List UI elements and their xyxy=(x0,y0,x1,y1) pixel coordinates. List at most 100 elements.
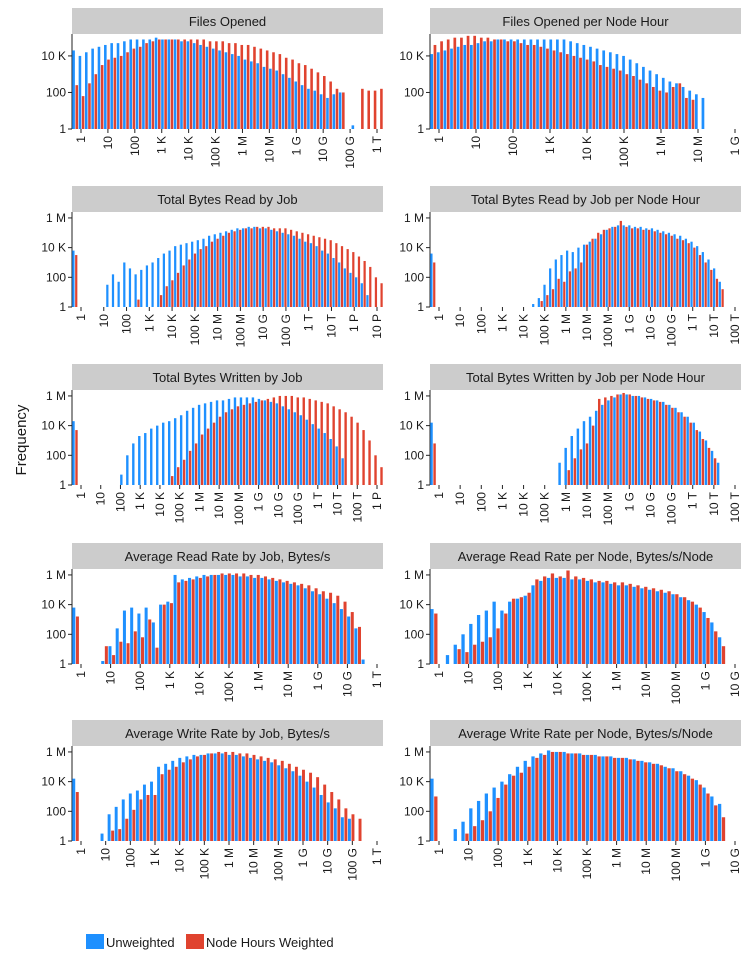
bar-weighted xyxy=(433,443,436,485)
bar-weighted xyxy=(215,41,218,129)
bar-weighted xyxy=(480,820,485,841)
bar-weighted xyxy=(153,794,157,841)
bar-weighted xyxy=(506,41,510,129)
bar-unweighted xyxy=(560,255,563,307)
bar-weighted xyxy=(608,228,611,307)
bar-unweighted xyxy=(503,39,506,129)
bar-weighted xyxy=(651,86,655,129)
bar-unweighted xyxy=(543,284,546,307)
x-tick-label: 10 G xyxy=(340,671,354,697)
y-tick-label: 100 xyxy=(46,448,66,462)
bar-weighted xyxy=(227,43,231,130)
bar-unweighted xyxy=(243,59,247,130)
bar-unweighted xyxy=(558,462,561,485)
x-tick-label: 100 K xyxy=(222,671,236,702)
bar-unweighted xyxy=(690,241,693,307)
bar-unweighted xyxy=(679,235,682,307)
bar-unweighted xyxy=(287,409,290,485)
bar-weighted xyxy=(157,39,161,129)
bar-unweighted xyxy=(684,238,687,307)
x-tick-label: 1 G xyxy=(252,492,266,511)
bar-unweighted xyxy=(616,585,621,664)
bar-unweighted xyxy=(267,579,271,664)
bar-weighted xyxy=(227,573,231,664)
bar-unweighted xyxy=(227,398,231,485)
x-tick-label: 1 M xyxy=(559,314,573,334)
bar-unweighted xyxy=(114,806,118,841)
bar-weighted xyxy=(193,253,197,307)
panel-title-strip xyxy=(430,8,741,34)
bar-unweighted xyxy=(671,768,675,841)
bar-weighted xyxy=(212,422,216,485)
bar-weighted xyxy=(301,232,304,307)
bar-unweighted xyxy=(341,458,344,485)
bar-weighted xyxy=(473,35,477,130)
y-tick-label: 10 K xyxy=(399,241,424,255)
bar-unweighted xyxy=(185,756,189,841)
bar-weighted xyxy=(591,425,595,485)
bar-weighted xyxy=(589,754,593,841)
bar-weighted xyxy=(217,751,221,841)
bar-unweighted xyxy=(288,77,291,129)
bar-unweighted xyxy=(655,591,660,664)
bar-weighted xyxy=(496,797,500,841)
panel-title-strip xyxy=(430,543,741,569)
bar-weighted xyxy=(133,631,137,664)
bar-weighted xyxy=(256,574,260,664)
bar-weighted xyxy=(312,235,315,307)
bar-unweighted xyxy=(461,634,465,664)
bar-weighted xyxy=(645,83,649,129)
x-tick-label: 10 xyxy=(453,492,467,506)
x-tick-label: 100 K xyxy=(188,314,202,345)
y-tick-label: 100 xyxy=(46,270,66,284)
bar-weighted xyxy=(290,395,293,485)
bar-weighted xyxy=(721,817,726,841)
bar-unweighted xyxy=(216,574,220,664)
x-tick-label: 1 G xyxy=(698,848,712,867)
bar-weighted xyxy=(126,52,129,130)
bar-unweighted xyxy=(332,258,335,307)
bar-weighted xyxy=(698,607,702,664)
x-tick-label: 100 M xyxy=(601,492,615,525)
bar-unweighted xyxy=(625,394,628,485)
bar-unweighted xyxy=(120,474,123,485)
bar-unweighted xyxy=(179,244,182,307)
x-tick-label: 100 G xyxy=(343,136,357,169)
bar-unweighted xyxy=(701,252,704,307)
bar-unweighted xyxy=(128,793,132,841)
bar-unweighted xyxy=(443,50,447,129)
bar-weighted xyxy=(176,272,180,307)
bar-unweighted xyxy=(679,597,683,664)
bar-unweighted xyxy=(135,790,139,841)
bar-unweighted xyxy=(430,778,434,841)
bar-weighted xyxy=(559,52,563,130)
bar-unweighted xyxy=(275,403,279,485)
bar-unweighted xyxy=(178,757,182,841)
bar-unweighted xyxy=(622,55,625,129)
bar-unweighted xyxy=(698,431,702,485)
bar-weighted xyxy=(249,574,253,664)
bar-unweighted xyxy=(211,48,215,129)
bar-unweighted xyxy=(233,397,237,485)
bar-unweighted xyxy=(710,796,714,841)
x-tick-label: 100 M xyxy=(232,492,246,525)
bar-weighted xyxy=(344,808,348,841)
y-tick-label: 10 K xyxy=(399,49,424,63)
bar-unweighted xyxy=(640,760,644,841)
bar-unweighted xyxy=(616,225,620,307)
bar-weighted xyxy=(519,43,523,130)
bar-unweighted xyxy=(686,416,689,485)
x-tick-label: 10 G xyxy=(728,671,742,697)
bar-unweighted xyxy=(269,68,272,129)
bar-weighted xyxy=(291,59,294,130)
bar-weighted xyxy=(182,265,185,307)
y-tick-label: 10 K xyxy=(399,598,424,612)
bar-weighted xyxy=(625,226,628,307)
bar-weighted xyxy=(171,280,174,307)
bar-unweighted xyxy=(257,398,261,485)
x-tick-label: 10 M xyxy=(639,671,653,698)
bar-weighted xyxy=(239,229,242,307)
bar-weighted xyxy=(367,90,371,129)
bar-unweighted xyxy=(101,661,105,664)
bar-weighted xyxy=(446,39,450,129)
